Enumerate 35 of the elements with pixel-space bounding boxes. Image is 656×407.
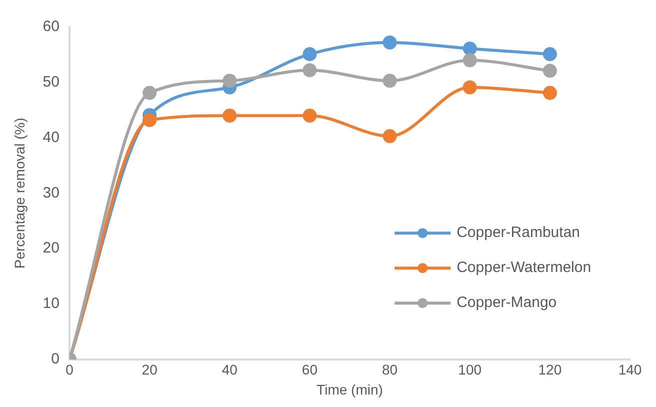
point (222, 108, 237, 123)
point (542, 64, 557, 78)
legend-label: Copper-Mango (456, 294, 557, 312)
point (462, 42, 477, 56)
y-tick-label: 50 (42, 74, 60, 91)
y-axis-title: Percentage removal (%) (11, 118, 28, 269)
x-axis-title: Time (min) (316, 381, 383, 398)
point (142, 113, 157, 128)
point (222, 74, 237, 88)
point (302, 108, 317, 123)
point (142, 86, 157, 100)
x-tick-label: 100 (458, 362, 482, 378)
x-tick-label: 60 (302, 362, 318, 378)
x-tick-label: 40 (222, 362, 238, 378)
point (542, 86, 557, 100)
point (382, 74, 397, 88)
point (462, 53, 477, 68)
y-tick-label: 40 (42, 128, 60, 146)
y-tick-label: 20 (42, 240, 60, 257)
x-tick-label: 140 (618, 362, 642, 378)
x-tick-label: 0 (66, 362, 74, 378)
y-tick-label: 10 (42, 295, 60, 312)
point (382, 129, 397, 144)
point (542, 47, 557, 62)
point (302, 63, 317, 78)
legend-label: Copper-Rambutan (456, 224, 580, 242)
y-tick-label: 60 (42, 18, 60, 36)
x-tick-label: 120 (538, 362, 562, 378)
point (382, 36, 397, 50)
x-tick-label: 80 (382, 362, 398, 378)
point (462, 80, 477, 94)
x-tick-label: 20 (142, 362, 158, 378)
y-tick-label: 30 (42, 184, 60, 202)
point (302, 47, 317, 62)
legend-label: Copper-Watermelon (456, 259, 592, 276)
